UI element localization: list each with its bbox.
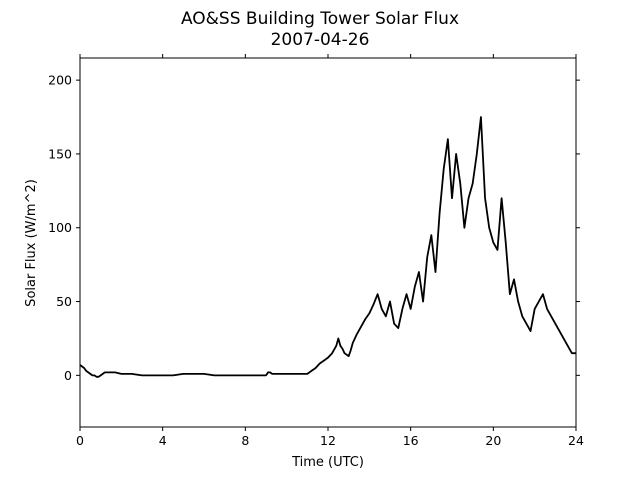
- chart-title: AO&SS Building Tower Solar Flux: [181, 9, 459, 29]
- x-tick-label: 8: [241, 433, 249, 448]
- y-axis-label: Solar Flux (W/m^2): [24, 179, 39, 307]
- x-tick-label: 12: [320, 433, 336, 448]
- x-tick-label: 20: [485, 433, 501, 448]
- y-tick-label: 150: [48, 146, 72, 161]
- x-axis-label: Time (UTC): [291, 455, 364, 470]
- x-tick-label: 4: [159, 433, 167, 448]
- plot-area: 0 4 8 12 16 20 24 0 50 100 150 200: [48, 54, 584, 448]
- solar-flux-line: [79, 116, 576, 378]
- x-tick-label: 16: [403, 433, 419, 448]
- y-tick-label: 200: [48, 73, 72, 88]
- y-tick-label: 50: [56, 294, 72, 309]
- y-tick-label: 0: [64, 368, 72, 383]
- x-tick-label: 0: [76, 433, 84, 448]
- chart-subtitle: 2007-04-26: [271, 30, 370, 50]
- y-tick-label: 100: [48, 220, 72, 235]
- x-tick-label: 24: [568, 433, 584, 448]
